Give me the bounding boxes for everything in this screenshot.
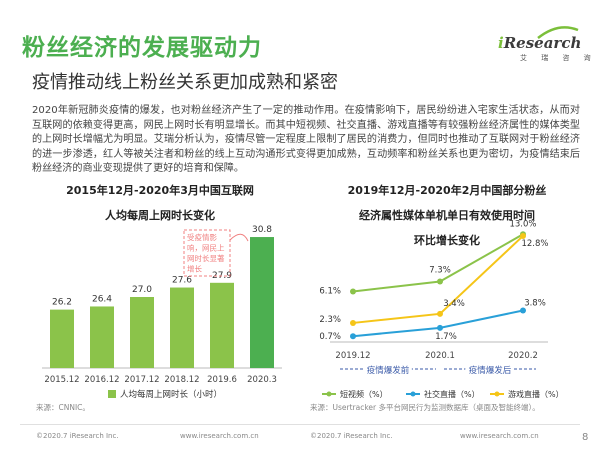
page-subtitle: 疫情推动线上粉丝关系更加成熟和紧密 <box>32 72 338 93</box>
bar-2016.12 <box>90 306 114 368</box>
line-tick-label: 2019.12 <box>335 351 370 361</box>
bar-value-label: 30.8 <box>252 225 272 235</box>
bar-value-label: 26.4 <box>92 294 112 304</box>
bar-value-label: 27.9 <box>212 271 232 281</box>
annotation-arrow <box>229 233 249 242</box>
line-value-label: 3.4% <box>443 299 465 309</box>
bar-tick-label: 2015.12 <box>44 375 79 385</box>
line-point <box>437 324 443 331</box>
line-value-label: 3.8% <box>524 299 546 309</box>
line-point <box>350 333 356 340</box>
line-legend-label: 游戏直播（%） <box>508 389 564 399</box>
footer-url-left[interactable]: www.iresearch.com.cn <box>180 432 259 440</box>
line-point <box>437 278 443 285</box>
bar-value-label: 27.0 <box>132 285 152 295</box>
annotation-text: 增长 <box>187 264 202 274</box>
left-chart-title: 2015年12月-2020年3月中国互联网 人均每周上网时长变化 <box>40 178 280 228</box>
bar-tick-label: 2017.12 <box>124 375 159 385</box>
annotation-text: 网时长显著 <box>187 253 225 263</box>
bar-2018.12 <box>170 287 194 368</box>
page-title: 粉丝经济的发展驱动力 <box>22 35 262 61</box>
bar-legend-label: 人均每周上网时长（小时） <box>120 389 222 400</box>
line-point <box>437 310 443 317</box>
footer-copyright-right: ©2020.7 iResearch Inc. <box>310 432 393 440</box>
period-before-label: 疫情爆发前 <box>367 365 410 376</box>
annotation-box <box>183 229 231 277</box>
line-value-label: 13.0% <box>509 219 536 229</box>
bar-2019.6 <box>210 282 234 368</box>
right-chart-title-line1: 2019年12月-2020年2月中国部分粉丝 <box>347 184 547 197</box>
logo-i: i <box>498 34 504 52</box>
footer: ©2020.7 iResearch Inc. www.iresearch.com… <box>0 424 600 450</box>
line-value-label: 7.3% <box>429 266 451 276</box>
right-chart-title: 2019年12月-2020年2月中国部分粉丝 经济属性媒体单机单日有效使用时间 … <box>312 178 582 253</box>
right-chart-title-line2: 经济属性媒体单机单日有效使用时间 <box>359 209 535 222</box>
right-chart-title-line3: 环比增长变化 <box>414 234 480 247</box>
line-legend-marker <box>494 391 500 397</box>
line-tick-label: 2020.2 <box>508 351 538 361</box>
bar-2017.12 <box>130 297 154 368</box>
line-value-label: 6.1% <box>319 286 341 296</box>
left-chart-title-line2: 人均每周上网时长变化 <box>105 209 215 222</box>
bar-tick-label: 2018.12 <box>164 375 199 385</box>
line-legend-marker <box>326 391 332 397</box>
iresearch-logo: iResearch 艾 瑞 咨 询 <box>494 26 591 68</box>
annotation-text: 响，网民上 <box>187 243 225 253</box>
line-tick-label: 2020.1 <box>425 351 455 361</box>
line-value-label: 2.3% <box>319 315 341 325</box>
logo-wordmark: iResearch <box>498 34 581 52</box>
line-point <box>520 307 526 314</box>
bar-tick-label: 2016.12 <box>84 375 119 385</box>
intro-paragraph: 2020年新冠肺炎疫情的爆发，也对粉丝经济产生了一定的推动作用。在疫情影响下，居… <box>32 105 580 175</box>
footer-divider <box>20 424 580 425</box>
bar-2015.12 <box>50 309 74 368</box>
left-source: 来源：CNNIC。 <box>36 403 90 412</box>
bar-value-label: 27.6 <box>172 276 192 286</box>
line-legend-marker <box>410 391 416 397</box>
line-legend-label: 短视频（%） <box>340 389 388 399</box>
logo-cn: 艾 瑞 咨 询 <box>520 54 597 62</box>
footer-copyright-left: ©2020.7 iResearch Inc. <box>36 432 119 440</box>
line-value-label: 12.8% <box>521 239 548 249</box>
bar-tick-label: 2020.3 <box>247 375 277 385</box>
page-number: 8 <box>582 432 589 443</box>
line-legend-label: 社交直播（%） <box>424 389 480 399</box>
footer-url-right[interactable]: www.iresearch.com.cn <box>460 432 539 440</box>
line-point <box>520 232 526 239</box>
period-after-label: 疫情爆发后 <box>469 365 512 376</box>
bar-tick-label: 2019.6 <box>207 375 237 385</box>
line-point <box>350 319 356 326</box>
left-chart-title-line1: 2015年12月-2020年3月中国互联网 <box>66 184 254 197</box>
bar-2020.3 <box>250 237 274 368</box>
line-point <box>350 288 356 295</box>
line-value-label: 0.7% <box>319 332 341 342</box>
annotation-text: 受疫情影 <box>187 232 217 242</box>
bar-value-label: 26.2 <box>52 298 72 308</box>
bar-legend-swatch <box>108 390 116 398</box>
logo-research: Research <box>503 34 582 52</box>
logo-swoosh-icon <box>537 26 579 39</box>
right-source: 来源：Usertracker 多平台网民行为监测数据库（桌面及智能终端）。 <box>310 403 540 412</box>
line-value-label: 1.7% <box>435 332 457 342</box>
